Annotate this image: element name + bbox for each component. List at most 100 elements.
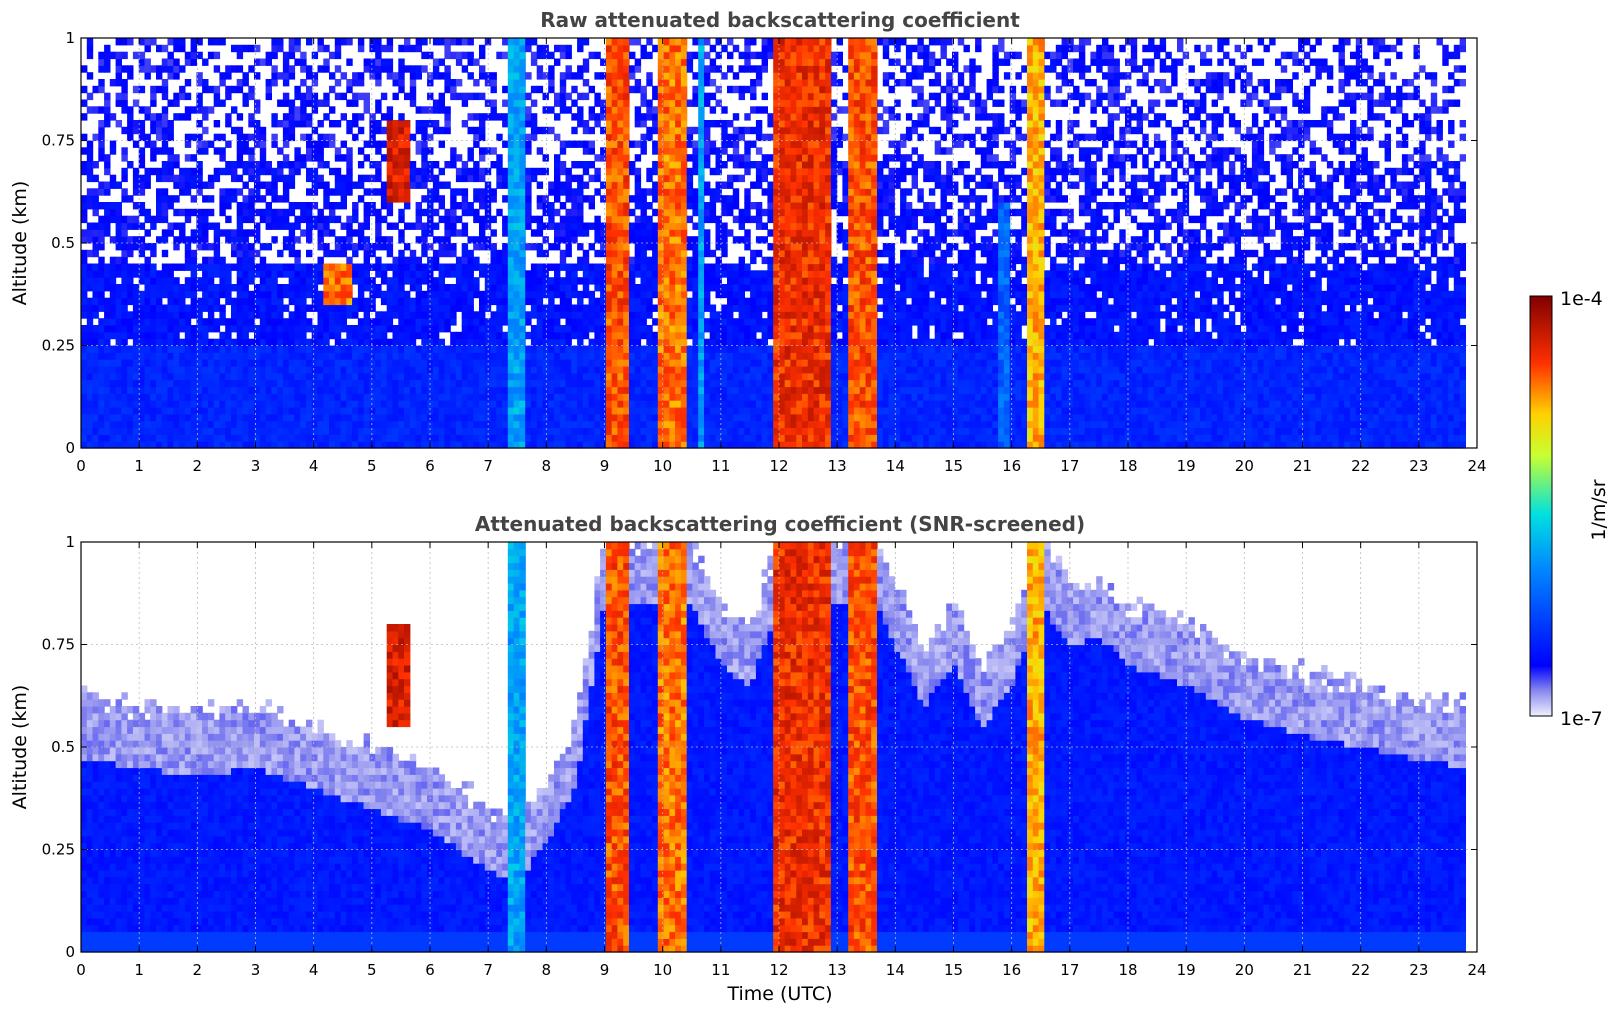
heatmap-cell [266,277,272,284]
heatmap-cell [393,257,399,264]
heatmap-cell [139,236,145,243]
heatmap-cell [341,366,347,373]
heatmap-cell [266,298,272,305]
heatmap-cell [81,352,87,359]
heatmap-cell [110,318,116,325]
heatmap-cell [664,236,670,243]
heatmap-cell [675,106,681,113]
heatmap-cell [468,113,474,120]
heatmap-cell [543,127,549,134]
heatmap-cell [669,175,675,182]
heatmap-cell [473,243,479,250]
heatmap-cell [612,236,618,243]
heatmap-cell [704,352,710,359]
heatmap-cell [519,393,525,400]
heatmap-cell [393,134,399,141]
heatmap-cell [341,182,347,189]
heatmap-cell [312,270,318,277]
heatmap-cell [444,305,450,312]
heatmap-cell [283,270,289,277]
heatmap-cell [202,86,208,93]
heatmap-cell [698,277,704,284]
heatmap-cell [606,127,612,134]
heatmap-cell [491,359,497,366]
heatmap-cell [127,120,133,127]
heatmap-cell [623,93,629,100]
heatmap-cell [606,400,612,407]
heatmap-cell [519,359,525,366]
heatmap-cell [675,250,681,257]
heatmap-cell [179,305,185,312]
heatmap-cell [652,120,658,127]
heatmap-cell [583,291,589,298]
heatmap-cell [612,325,618,332]
heatmap-cell [577,393,583,400]
heatmap-cell [646,38,652,45]
heatmap-cell [439,270,445,277]
heatmap-cell [560,291,566,298]
heatmap-cell [525,113,531,120]
heatmap-cell [231,339,237,346]
heatmap-cell [537,434,543,441]
heatmap-cell [191,414,197,421]
heatmap-cell [704,209,710,216]
heatmap-cell [612,298,618,305]
heatmap-cell [346,366,352,373]
heatmap-cell [606,106,612,113]
heatmap-cell [231,65,237,72]
heatmap-cell [369,59,375,66]
heatmap-cell [421,434,427,441]
heatmap-cell [248,380,254,387]
heatmap-cell [571,202,577,209]
heatmap-cell [341,298,347,305]
heatmap-cell [346,428,352,435]
heatmap-cell [681,202,687,209]
heatmap-cell [479,339,485,346]
heatmap-cell [168,352,174,359]
heatmap-cell [491,113,497,120]
heatmap-cell [566,400,572,407]
heatmap-cell [335,366,341,373]
heatmap-cell [710,216,716,223]
heatmap-cell [404,161,410,168]
heatmap-cell [669,154,675,161]
heatmap-cell [312,387,318,394]
heatmap-cell [508,93,514,100]
heatmap-cell [543,414,549,421]
heatmap-cell [468,72,474,79]
heatmap-cell [502,264,508,271]
heatmap-cell [150,120,156,127]
heatmap-cell [393,380,399,387]
heatmap-cell [589,291,595,298]
heatmap-cell [456,421,462,428]
heatmap-cell [577,291,583,298]
heatmap-cell [364,346,370,353]
heatmap-cell [583,93,589,100]
heatmap-cell [658,86,664,93]
heatmap-cell [162,202,168,209]
heatmap-cell [566,311,572,318]
heatmap-cell [444,127,450,134]
heatmap-cell [93,175,99,182]
heatmap-cell [600,250,606,257]
heatmap-cell [600,325,606,332]
heatmap-cell [98,52,104,59]
heatmap-cell [537,305,543,312]
heatmap-cell [554,407,560,414]
heatmap-cell [341,325,347,332]
heatmap-cell [387,393,393,400]
heatmap-cell [254,414,260,421]
heatmap-cell [346,38,352,45]
heatmap-cell [289,325,295,332]
heatmap-cell [121,106,127,113]
heatmap-cell [145,318,151,325]
heatmap-cell [81,332,87,339]
heatmap-cell [283,72,289,79]
heatmap-cell [260,305,266,312]
heatmap-cell [496,407,502,414]
heatmap-cell [543,106,549,113]
heatmap-cell [664,407,670,414]
heatmap-cell [479,229,485,236]
heatmap-cell [139,359,145,366]
heatmap-cell [508,106,514,113]
